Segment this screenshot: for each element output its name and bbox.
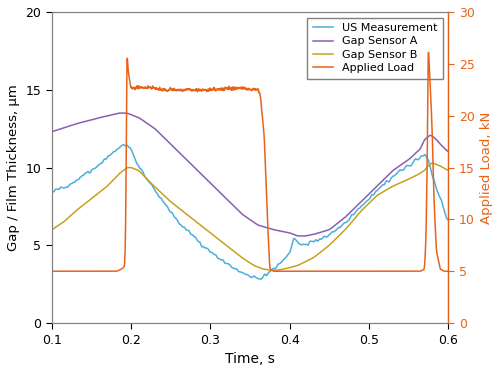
Gap Sensor A [69,123,75,127]
Line: Gap Sensor A: Gap Sensor A [52,113,448,236]
US Measurement [120,142,126,147]
Gap Sensor B [49,227,55,232]
Gap Sensor B [231,249,237,254]
Applied Load [426,50,432,55]
Gap Sensor A [242,214,248,218]
Line: Applied Load: Applied Load [52,53,448,271]
Applied Load [69,269,75,273]
US Measurement [362,201,368,206]
Applied Load [445,269,451,273]
Legend: US Measurement, Gap Sensor A, Gap Sensor B, Applied Load: US Measurement, Gap Sensor A, Gap Sensor… [307,18,442,79]
Applied Load [242,86,248,91]
Gap Sensor B [361,206,367,210]
US Measurement [231,266,237,271]
Gap Sensor A [434,138,440,143]
Y-axis label: Gap / Film Thickness, μm: Gap / Film Thickness, μm [7,84,20,251]
X-axis label: Time, s: Time, s [225,352,275,366]
Y-axis label: Applied Load, kN: Applied Load, kN [480,112,493,224]
Gap Sensor B [270,268,276,272]
Gap Sensor B [69,212,75,217]
Gap Sensor B [242,257,248,261]
Applied Load [434,251,440,256]
Gap Sensor A [298,234,304,238]
US Measurement [258,277,264,282]
Gap Sensor A [120,111,126,115]
Applied Load [49,269,55,273]
Applied Load [231,85,237,89]
Applied Load [434,250,440,254]
Gap Sensor B [445,168,451,172]
Gap Sensor B [434,163,440,167]
US Measurement [69,181,75,185]
Gap Sensor A [445,149,451,154]
Line: Gap Sensor B: Gap Sensor B [52,163,448,270]
Gap Sensor A [49,129,55,134]
Gap Sensor A [362,196,368,201]
US Measurement [445,218,451,222]
Applied Load [361,269,367,273]
US Measurement [49,190,55,194]
Line: US Measurement: US Measurement [52,145,448,279]
US Measurement [434,188,440,193]
Gap Sensor A [434,138,440,142]
US Measurement [242,272,248,276]
Gap Sensor A [231,204,237,209]
Gap Sensor B [430,161,436,166]
Gap Sensor B [434,162,440,167]
US Measurement [434,188,440,192]
